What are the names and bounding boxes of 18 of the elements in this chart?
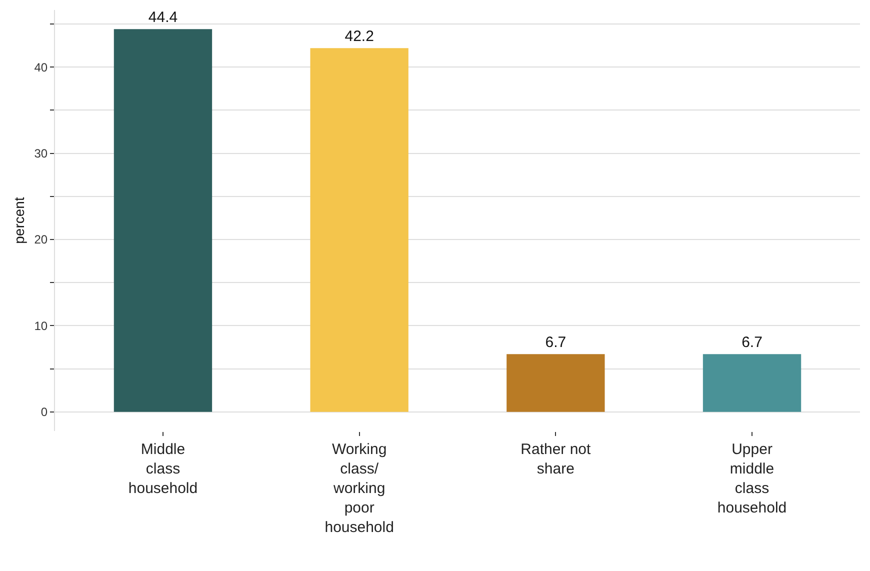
y-tick-label: 40	[34, 60, 48, 74]
x-tick-label: Middle class household	[128, 441, 198, 497]
y-tick-label: 10	[34, 318, 48, 333]
data-label: 6.7	[742, 334, 762, 352]
y-axis-title: percent	[10, 197, 27, 244]
bar	[702, 354, 802, 412]
x-tick-label: Rather not share	[520, 441, 592, 478]
x-tick-label: Upper middle class household	[717, 441, 787, 516]
y-tick-label: 0	[40, 405, 48, 420]
data-label: 42.2	[344, 28, 374, 46]
bar	[114, 29, 212, 412]
y-tick-label: 20	[34, 232, 48, 247]
data-label: 6.7	[545, 334, 566, 352]
y-tick-label: 30	[34, 146, 48, 160]
bar	[310, 48, 408, 412]
data-label: 44.4	[148, 9, 178, 26]
bar	[506, 354, 605, 412]
x-tick-label: Working class/ working poor household	[324, 441, 394, 536]
